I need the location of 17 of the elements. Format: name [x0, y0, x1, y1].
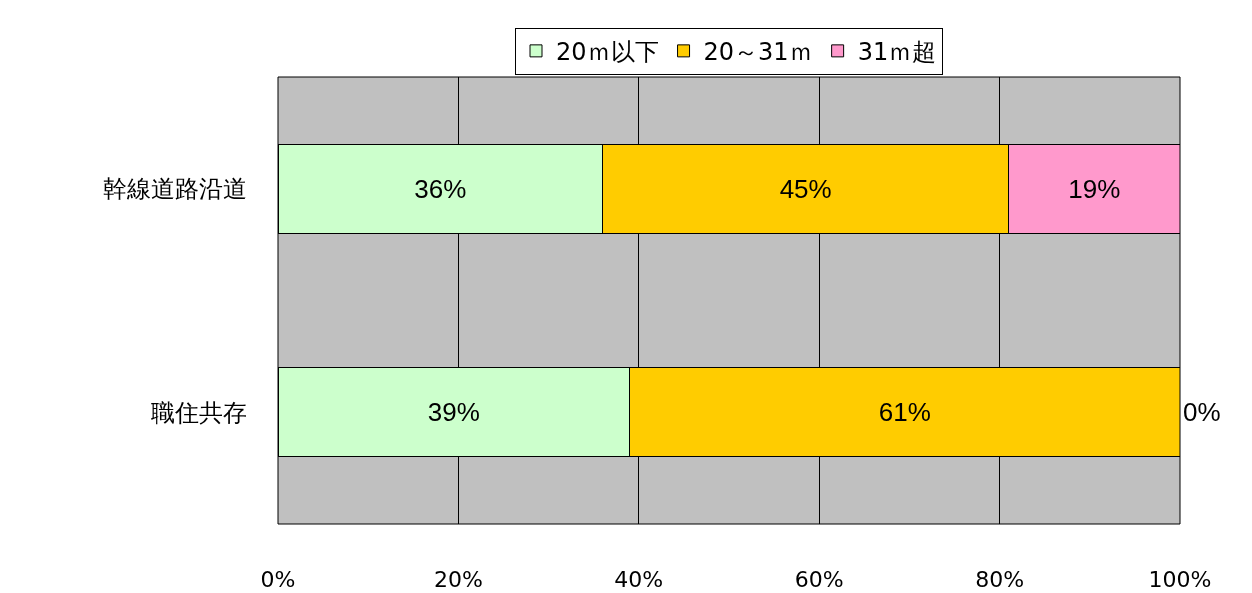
x-tick-label: 100%: [1148, 567, 1212, 592]
data-label: 19%: [1068, 173, 1121, 204]
legend-label: 20ｍ以下: [556, 38, 659, 67]
data-label: 39%: [427, 397, 480, 428]
x-tick-label: 80%: [975, 567, 1025, 592]
legend-label: 31ｍ超: [857, 38, 937, 67]
legend-label: 20～31ｍ: [703, 38, 813, 67]
x-tick-label: 0%: [260, 567, 296, 592]
x-tick-label: 60%: [794, 567, 844, 592]
y-tick-label: 職住共存: [151, 398, 247, 427]
data-label: 36%: [414, 173, 467, 204]
data-label: 61%: [878, 397, 931, 428]
data-label: 0%: [1183, 397, 1221, 428]
x-tick-label: 20%: [433, 567, 483, 592]
data-label: 45%: [779, 173, 832, 204]
y-tick-label: 幹線道路沿道: [103, 175, 247, 204]
x-tick-label: 40%: [614, 567, 664, 592]
